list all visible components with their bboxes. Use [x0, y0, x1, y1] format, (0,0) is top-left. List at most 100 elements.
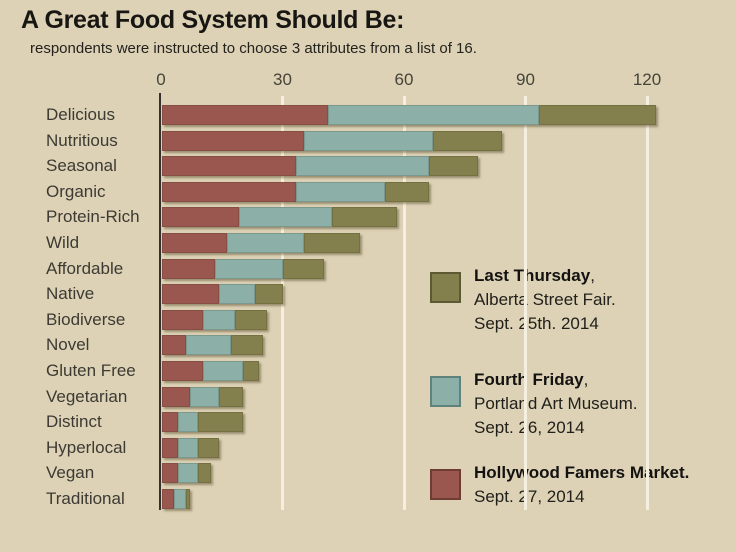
- tick-label-90: 90: [516, 70, 535, 89]
- bar-seasonal: [162, 156, 478, 177]
- bar-segment-last-thursday: [198, 437, 219, 458]
- bar-segment-fourth-friday: [303, 130, 434, 151]
- legend-line: Sept. 26, 2014: [474, 418, 585, 437]
- bar-segment-hollywood-famers-market: [162, 412, 179, 433]
- bar-segment-fourth-friday: [328, 105, 539, 125]
- category-label-distinct: Distinct: [46, 412, 102, 432]
- bar-segment-hollywood-famers-market: [162, 361, 203, 381]
- legend-item-hollywood-famers-market: Hollywood Famers Market. Sept. 27, 2014: [430, 461, 689, 509]
- bar-biodiverse: [162, 309, 268, 330]
- legend-title-bold: Last Thursday: [474, 266, 591, 285]
- tick-label-60: 60: [394, 70, 414, 89]
- bar-segment-fourth-friday: [202, 361, 243, 381]
- legend-swatch-last-thursday: [430, 272, 461, 303]
- category-label-organic: Organic: [46, 181, 106, 201]
- bar-segment-last-thursday: [230, 335, 264, 356]
- bar-segment-last-thursday: [332, 207, 397, 228]
- bar-segment-last-thursday: [283, 258, 324, 279]
- bar-segment-hollywood-famers-market: [162, 437, 179, 458]
- bar-protein-rich: [162, 207, 397, 228]
- bar-segment-hollywood-famers-market: [162, 335, 187, 356]
- bar-nutritious: [162, 130, 503, 151]
- bar-segment-last-thursday: [384, 181, 430, 202]
- gridline-60: [402, 96, 406, 510]
- axis-line: [159, 93, 161, 510]
- bar-segment-hollywood-famers-market: [162, 130, 304, 151]
- bar-segment-hollywood-famers-market: [162, 463, 179, 484]
- category-label-affordable: Affordable: [46, 258, 124, 278]
- bar-traditional: [162, 489, 191, 509]
- bar-segment-fourth-friday: [178, 437, 199, 458]
- bar-segment-fourth-friday: [238, 207, 333, 228]
- tick-label-120: 120: [632, 70, 662, 89]
- bar-segment-last-thursday: [234, 309, 268, 330]
- bar-segment-last-thursday: [186, 489, 191, 509]
- legend-line: Portland Art Museum.: [474, 394, 638, 413]
- bar-segment-fourth-friday: [218, 284, 256, 305]
- bar-segment-fourth-friday: [226, 233, 304, 253]
- legend-title: Fourth Friday,: [474, 368, 637, 392]
- bar-novel: [162, 335, 264, 356]
- bar-delicious: [162, 105, 657, 125]
- legend-title: Last Thursday,: [474, 264, 616, 288]
- legend-item-fourth-friday: Fourth Friday, Portland Art Museum. Sept…: [430, 368, 637, 440]
- tick-label-0: 0: [156, 70, 166, 89]
- bar-segment-last-thursday: [198, 463, 211, 484]
- bar-segment-fourth-friday: [174, 489, 187, 509]
- category-label-traditional: Traditional: [46, 489, 125, 508]
- legend-swatch-fourth-friday: [430, 376, 461, 407]
- bar-segment-fourth-friday: [190, 386, 219, 407]
- bar-segment-hollywood-famers-market: [162, 309, 203, 330]
- bar-segment-last-thursday: [198, 412, 243, 433]
- bar-segment-last-thursday: [303, 233, 361, 253]
- category-label-delicious: Delicious: [46, 105, 115, 124]
- category-label-vegan: Vegan: [46, 463, 95, 483]
- bar-segment-hollywood-famers-market: [162, 233, 227, 253]
- legend-swatch-hollywood-famers-market: [430, 469, 461, 500]
- legend-title-bold: Fourth Friday: [474, 370, 584, 389]
- bar-segment-last-thursday: [243, 361, 260, 381]
- bar-segment-fourth-friday: [295, 181, 385, 202]
- category-label-native: Native: [46, 284, 95, 304]
- legend-title: Hollywood Famers Market.: [474, 461, 689, 485]
- bar-segment-fourth-friday: [202, 309, 235, 330]
- bar-segment-hollywood-famers-market: [162, 258, 215, 279]
- bar-segment-last-thursday: [255, 284, 284, 305]
- bar-segment-fourth-friday: [178, 412, 199, 433]
- category-label-vegetarian: Vegetarian: [46, 386, 128, 406]
- gridline-120: [645, 96, 649, 510]
- bar-segment-fourth-friday: [295, 156, 430, 177]
- bar-segment-last-thursday: [433, 130, 503, 151]
- bar-segment-fourth-friday: [186, 335, 231, 356]
- bar-segment-last-thursday: [218, 386, 243, 407]
- bar-wild: [162, 233, 361, 253]
- bar-segment-hollywood-famers-market: [162, 207, 239, 228]
- legend-title-bold: Hollywood Famers Market.: [474, 463, 690, 482]
- category-label-gluten-free: Gluten Free: [46, 361, 136, 380]
- category-label-seasonal: Seasonal: [46, 156, 117, 176]
- bar-segment-hollywood-famers-market: [162, 105, 329, 125]
- bar-gluten-free: [162, 361, 260, 381]
- bar-segment-hollywood-famers-market: [162, 489, 175, 509]
- bar-distinct: [162, 412, 243, 433]
- bar-hyperlocal: [162, 437, 219, 458]
- bar-segment-last-thursday: [538, 105, 657, 125]
- category-label-nutritious: Nutritious: [46, 130, 118, 150]
- legend-line: Alberta Street Fair.: [474, 290, 616, 309]
- category-label-hyperlocal: Hyperlocal: [46, 437, 127, 457]
- bar-vegetarian: [162, 386, 243, 407]
- page-subtitle: respondents were instructed to choose 3 …: [30, 40, 477, 57]
- legend-line: Sept. 25th. 2014: [474, 314, 599, 333]
- bar-segment-hollywood-famers-market: [162, 156, 296, 177]
- bar-segment-fourth-friday: [214, 258, 284, 279]
- category-label-novel: Novel: [46, 335, 90, 355]
- bar-affordable: [162, 258, 324, 279]
- bar-segment-hollywood-famers-market: [162, 181, 296, 202]
- bar-segment-hollywood-famers-market: [162, 284, 219, 305]
- page-title: A Great Food System Should Be:: [21, 6, 405, 34]
- tick-label-30: 30: [273, 70, 292, 89]
- bar-vegan: [162, 463, 211, 484]
- bar-segment-fourth-friday: [178, 463, 199, 484]
- legend-title-suffix: ,: [583, 370, 589, 389]
